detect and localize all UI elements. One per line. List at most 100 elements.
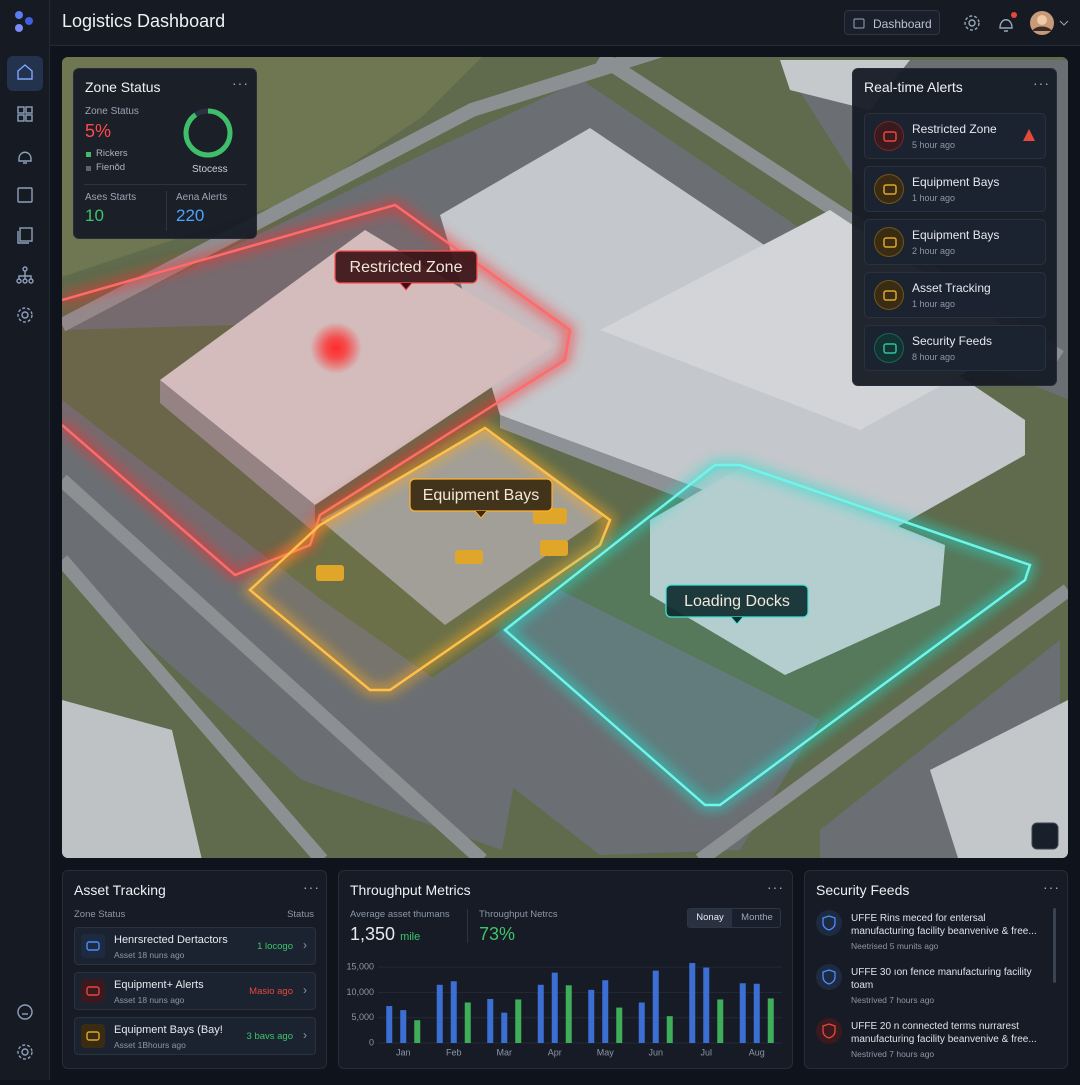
alert-title: Equipment Bays xyxy=(912,175,1000,189)
bar xyxy=(602,980,609,1043)
x-tick-label: Jun xyxy=(648,1047,663,1057)
nav-tree[interactable] xyxy=(16,266,34,284)
dashboard-button[interactable]: Dashboard xyxy=(844,10,940,35)
settings-icon[interactable] xyxy=(964,15,980,31)
bar xyxy=(537,984,544,1043)
bar xyxy=(753,983,760,1043)
warning-icon xyxy=(1022,128,1036,147)
zone-label: Equipment Bays xyxy=(409,478,553,519)
alert-item[interactable]: Equipment Bays 1 hour ago xyxy=(864,166,1046,212)
alerts-panel: Real-time Alerts ··· Restricted Zone 5 ho… xyxy=(852,68,1057,386)
alert-item[interactable]: Security Feeds 8 hour ago xyxy=(864,325,1046,371)
bar xyxy=(464,1002,471,1043)
nav-grid[interactable] xyxy=(17,106,33,122)
nav-support[interactable] xyxy=(17,1004,33,1020)
throughput-panel: Throughput Metrics ··· Average asset thu… xyxy=(338,870,793,1069)
label-pointer xyxy=(730,616,744,625)
row-status: 3 bavs ago xyxy=(246,1031,293,1042)
card-title: Security Feeds xyxy=(816,882,910,898)
scrollbar[interactable] xyxy=(1053,908,1056,983)
icon-glyph xyxy=(883,290,897,301)
row-sub: Asset 18 nuns ago xyxy=(114,995,185,1005)
card-title: Throughput Metrics xyxy=(350,882,471,898)
more-menu[interactable]: ··· xyxy=(1043,879,1060,895)
row-title: Equipment+ Alerts xyxy=(114,979,204,991)
row-icon xyxy=(81,934,105,958)
nav-bell[interactable] xyxy=(18,151,32,164)
row-title: Henrsrected Dertactors xyxy=(114,934,228,946)
feed-icon xyxy=(816,1018,842,1044)
security-feeds-panel: Security Feeds ··· UFFE Rins meced for e… xyxy=(804,870,1068,1069)
vehicle-icons xyxy=(316,508,568,581)
stat-value: 10 xyxy=(85,206,104,225)
divider xyxy=(467,909,468,943)
icon-glyph xyxy=(822,915,836,931)
calendar-icon xyxy=(853,18,865,29)
y-tick-label: 5,000 xyxy=(351,1012,374,1022)
row-chevron: › xyxy=(303,983,307,997)
map-expand-button[interactable] xyxy=(1031,822,1059,850)
bar xyxy=(616,1007,623,1043)
hotspot xyxy=(310,322,362,374)
x-tick-label: Feb xyxy=(446,1047,462,1057)
bar xyxy=(652,970,659,1043)
legend-swatch xyxy=(86,166,91,171)
asset-row[interactable]: Equipment+ Alerts Asset 18 nuns ago Masio … xyxy=(74,972,316,1010)
icon-glyph xyxy=(883,184,897,195)
alert-time: 8 hour ago xyxy=(912,352,956,362)
label-pointer xyxy=(474,510,488,519)
nav-card[interactable] xyxy=(17,187,33,203)
card-title: Zone Status xyxy=(85,79,161,95)
bar xyxy=(717,999,724,1043)
alert-icon xyxy=(874,333,904,363)
x-tick-label: Apr xyxy=(548,1047,562,1057)
chevron[interactable] xyxy=(1059,20,1069,26)
zone-label: Loading Docks xyxy=(665,584,809,625)
y-tick-label: 0 xyxy=(369,1037,374,1047)
nav-config[interactable] xyxy=(17,1044,33,1060)
nav-home[interactable] xyxy=(17,64,33,80)
row-chevron: › xyxy=(303,938,307,952)
card-title: Real-time Alerts xyxy=(864,79,963,95)
bar xyxy=(767,998,774,1043)
alert-title: Equipment Bays xyxy=(912,228,1000,242)
bar xyxy=(515,999,522,1043)
legend-swatch xyxy=(86,152,91,157)
more-menu[interactable]: ··· xyxy=(303,879,320,895)
zone-label-text: Equipment Bays xyxy=(423,487,540,504)
nav-settings[interactable] xyxy=(17,307,33,323)
avatar[interactable] xyxy=(1030,11,1054,35)
icon-glyph xyxy=(86,1031,100,1041)
alert-item[interactable]: Equipment Bays 2 hour ago xyxy=(864,219,1046,265)
nav-docs[interactable] xyxy=(17,227,33,244)
tab[interactable]: Nonay xyxy=(688,909,732,927)
metric-value: 73% xyxy=(479,924,516,944)
bar-chart: 0 5,000 10,000 15,000 Jan Feb Mar Apr May Jun Jul A… xyxy=(346,961,782,1057)
sidebar xyxy=(0,0,50,1080)
alert-item[interactable]: Asset Tracking 1 hour ago xyxy=(864,272,1046,318)
more-menu[interactable]: ··· xyxy=(767,879,784,895)
tab[interactable]: Monthe xyxy=(741,912,773,923)
icon-glyph xyxy=(822,969,836,985)
x-tick-label: Jan xyxy=(396,1047,411,1057)
metric-label: Throughput Netrcs xyxy=(479,909,558,920)
feed-icon xyxy=(816,964,842,990)
more-menu[interactable]: ··· xyxy=(232,75,249,91)
bar xyxy=(565,985,572,1043)
asset-row[interactable]: Henrsrected Dertactors Asset 18 nuns ago 1… xyxy=(74,927,316,965)
x-tick-label: Jul xyxy=(700,1047,712,1057)
alert-item[interactable]: Restricted Zone 5 hour ago xyxy=(864,113,1046,159)
sidebar-icons xyxy=(7,11,43,1060)
alert-time: 5 hour ago xyxy=(912,140,956,150)
bell-icon[interactable] xyxy=(999,19,1013,32)
asset-row[interactable]: Equipment Bays (Bay! Asset 1Bhours ago 3 b… xyxy=(74,1017,316,1055)
legend-label: Rickers xyxy=(96,148,128,159)
nav-active[interactable] xyxy=(7,56,43,91)
button-label: Dashboard xyxy=(873,17,932,31)
alert-icon xyxy=(874,121,904,151)
alert-title: Restricted Zone xyxy=(912,122,997,136)
metric-unit: mile xyxy=(400,931,421,943)
x-tick-label: Mar xyxy=(497,1047,513,1057)
more-menu[interactable]: ··· xyxy=(1033,75,1050,91)
